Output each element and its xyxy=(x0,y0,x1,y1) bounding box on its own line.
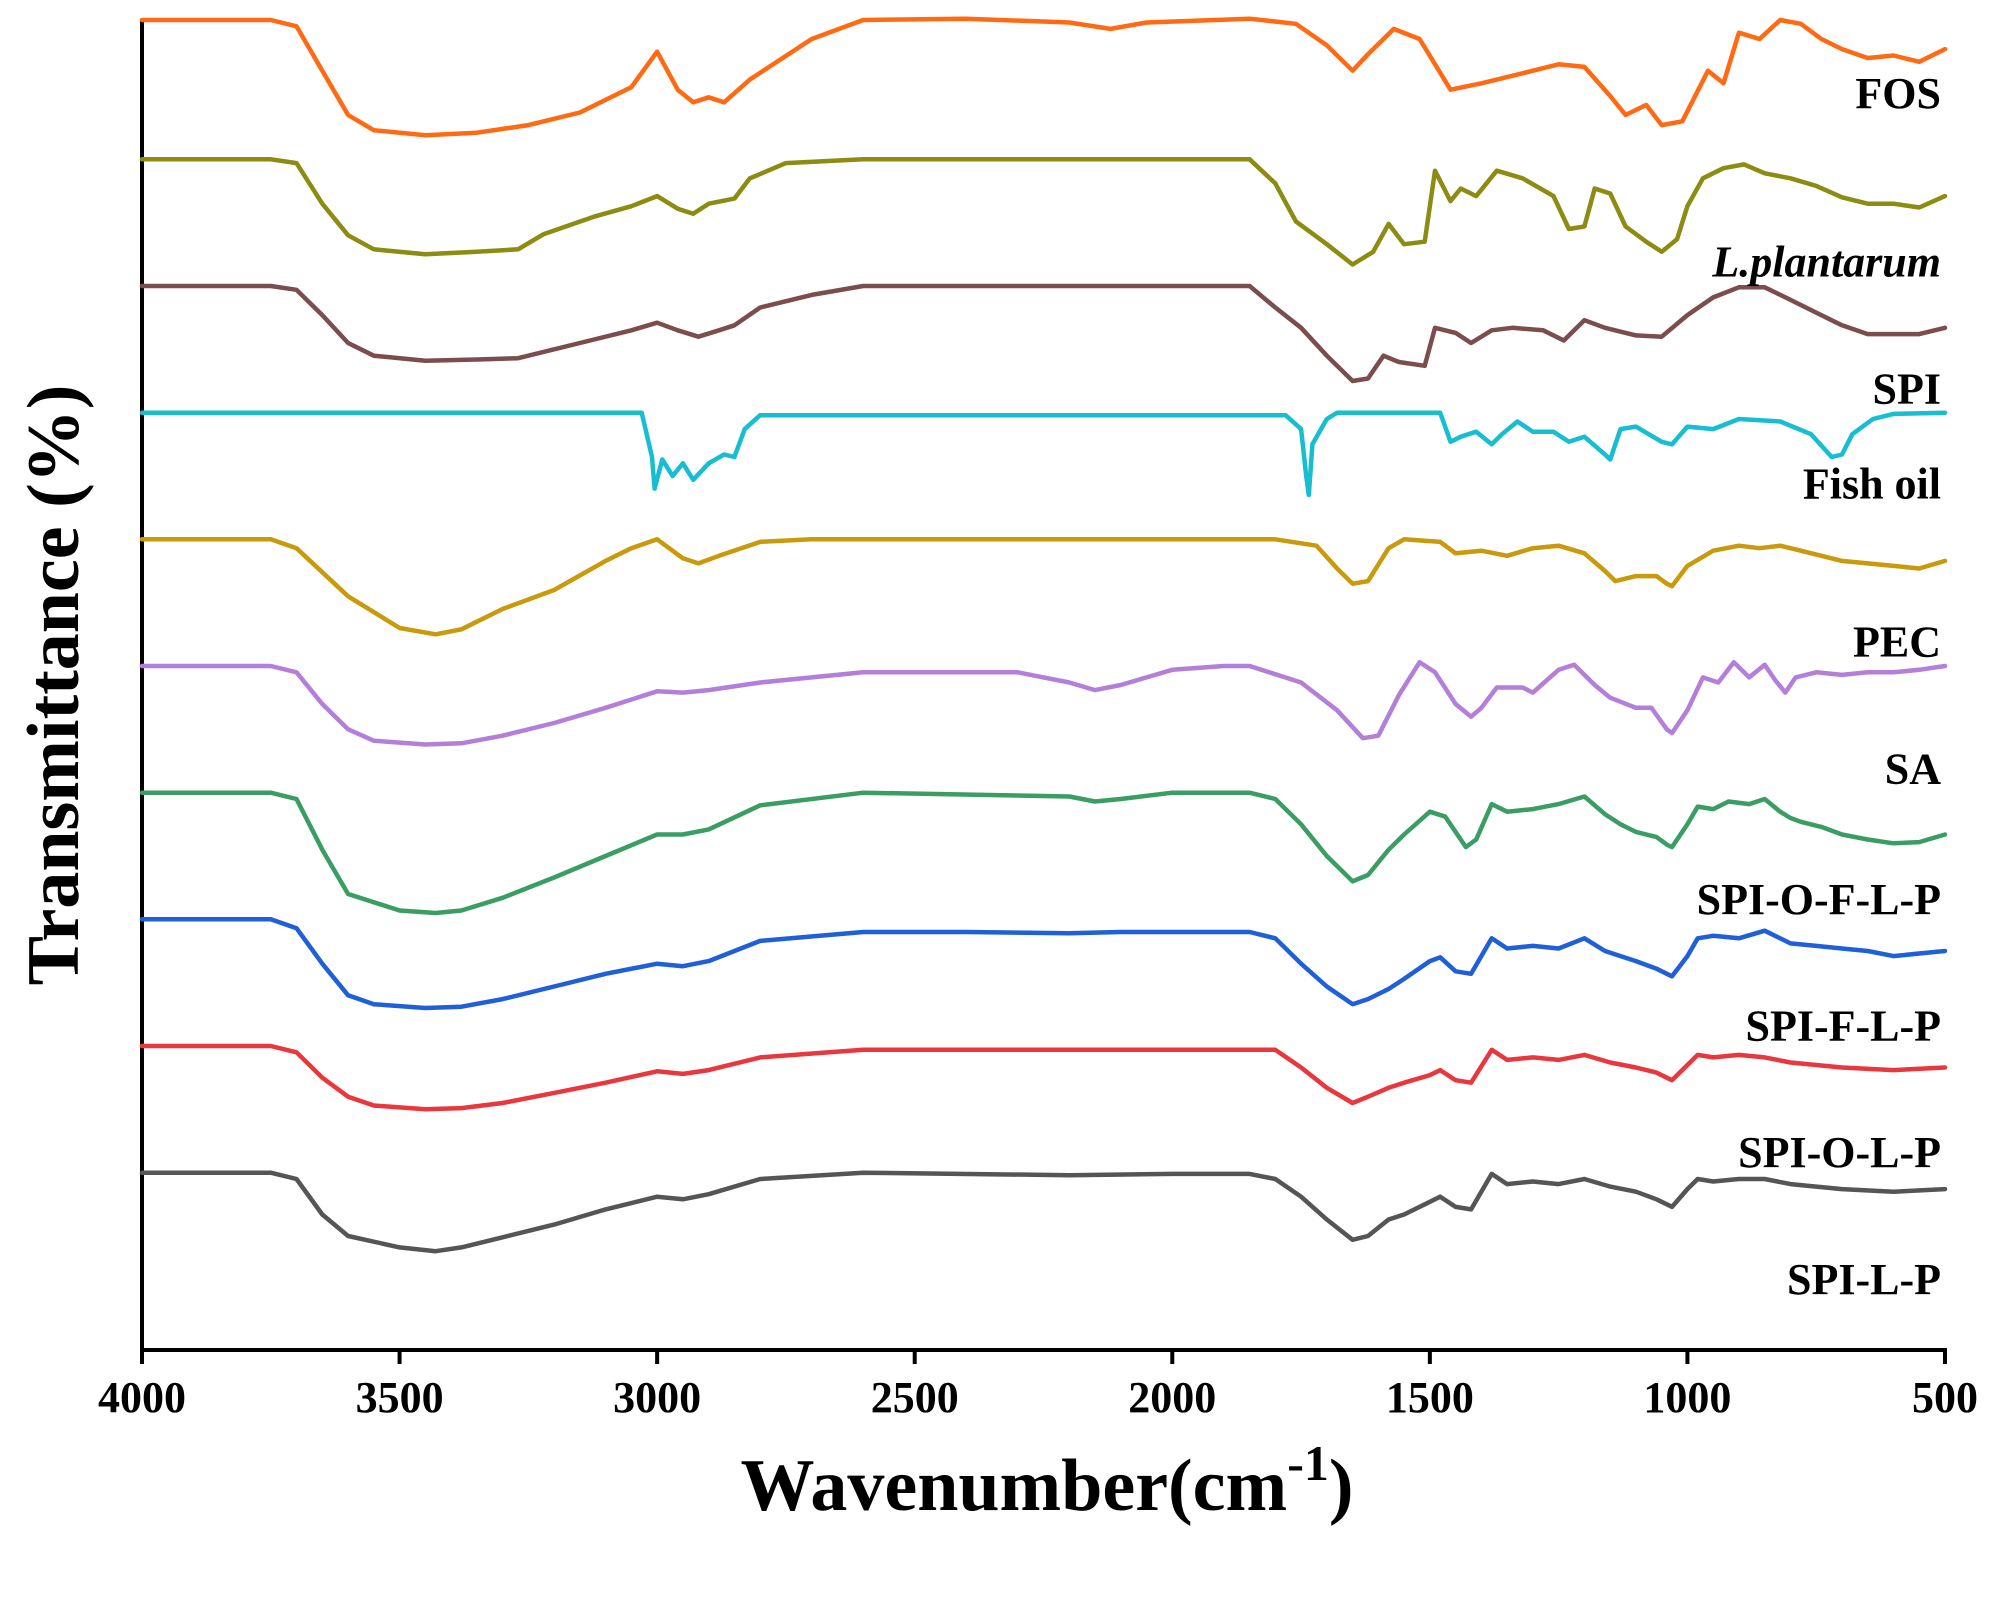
series-label-l-plantarum: L.plantarum xyxy=(1711,238,1941,287)
x-axis-ticks xyxy=(140,1350,1947,1364)
series-label-sa: SA xyxy=(1885,744,1941,793)
plot-area: FOS L.plantarum SPI Fish oil PEC SA SPI-O-F-L-… xyxy=(98,16,1978,1422)
x-axis-title-superscript: -1 xyxy=(1287,1435,1329,1491)
series-label-spi-f-l-p: SPI-F-L-P xyxy=(1745,1001,1941,1050)
series-group xyxy=(139,16,1948,1254)
series-labels: FOS L.plantarum SPI Fish oil PEC SA SPI-O-F-L-… xyxy=(1697,69,1942,1304)
series-line-fos xyxy=(139,16,1948,138)
x-tick-label-2000: 2000 xyxy=(1128,1373,1216,1422)
series-line-fish-oil xyxy=(139,410,1948,498)
x-tick-label-1000: 1000 xyxy=(1643,1373,1731,1422)
y-axis-title: Transmittance (%) xyxy=(13,385,95,986)
x-tick-label-3000: 3000 xyxy=(613,1373,701,1422)
series-line-spi-l-p xyxy=(139,1170,1948,1254)
series-label-spi-l-p: SPI-L-P xyxy=(1787,1255,1941,1304)
series-label-fish-oil: Fish oil xyxy=(1803,459,1941,508)
x-tick-label-4000: 4000 xyxy=(98,1373,186,1422)
x-tick-label-3500: 3500 xyxy=(356,1373,444,1422)
x-axis-title: Wavenumber(cm-1) xyxy=(740,1435,1353,1527)
x-axis-title-close: ) xyxy=(1329,1445,1354,1527)
x-axis-tick-labels: 4000 3500 3000 2500 2000 1500 1000 500 xyxy=(98,1373,1978,1422)
series-line-l-plantarum xyxy=(139,157,1948,267)
series-label-pec: PEC xyxy=(1853,618,1941,667)
series-label-spi-o-f-l-p: SPI-O-F-L-P xyxy=(1697,875,1941,924)
x-tick-label-500: 500 xyxy=(1912,1373,1978,1422)
series-label-spi: SPI xyxy=(1873,364,1941,413)
x-tick-label-1500: 1500 xyxy=(1386,1373,1474,1422)
series-line-spi-o-f-l-p xyxy=(139,790,1948,916)
series-label-spi-o-l-p: SPI-O-L-P xyxy=(1738,1128,1941,1177)
series-line-spi-o-l-p xyxy=(139,1043,1948,1112)
series-label-fos: FOS xyxy=(1855,69,1941,118)
x-tick-label-2500: 2500 xyxy=(871,1373,959,1422)
series-line-spi xyxy=(139,283,1948,384)
series-line-sa xyxy=(139,659,1948,747)
series-line-spi-f-l-p xyxy=(139,917,1948,1011)
series-line-pec xyxy=(139,537,1948,637)
x-axis-title-main: Wavenumber(cm xyxy=(740,1445,1287,1527)
